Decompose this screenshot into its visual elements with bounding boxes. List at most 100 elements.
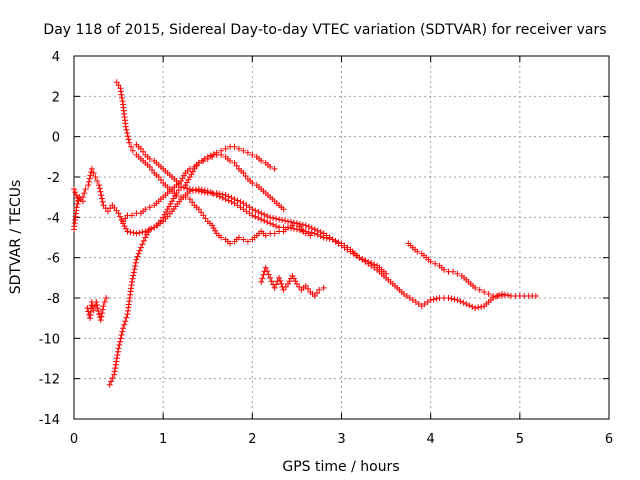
- data-point: [146, 155, 153, 162]
- data-point: [287, 225, 294, 232]
- data-point: [231, 143, 238, 150]
- y-axis-label: SDTVAR / TECUs: [8, 180, 24, 295]
- data-point: [183, 185, 190, 192]
- data-point: [293, 220, 300, 227]
- data-point: [142, 206, 149, 213]
- data-point: [207, 152, 214, 159]
- data-point: [108, 378, 115, 385]
- data-point: [270, 221, 277, 228]
- data-point: [432, 260, 439, 267]
- data-point: [235, 234, 242, 241]
- data-point: [173, 178, 180, 185]
- data-point: [258, 157, 265, 164]
- data-point: [414, 248, 421, 255]
- data-point: [139, 241, 146, 248]
- data-point: [133, 230, 140, 237]
- data-point: [311, 292, 318, 299]
- data-point: [207, 189, 214, 196]
- data-point: [142, 234, 149, 241]
- data-point: [279, 217, 286, 224]
- data-point: [231, 159, 238, 166]
- data-point: [261, 217, 268, 224]
- data-point: [317, 229, 324, 236]
- data-point: [271, 165, 278, 172]
- data-point: [228, 194, 235, 201]
- data-point: [313, 289, 320, 296]
- data-point: [140, 237, 147, 244]
- data-point: [95, 308, 102, 315]
- data-point: [117, 88, 124, 95]
- data-point: [145, 229, 152, 236]
- data-point: [128, 143, 135, 150]
- x-tick-label: 5: [516, 432, 524, 447]
- data-point: [73, 204, 80, 211]
- data-point: [258, 210, 265, 217]
- data-point: [285, 280, 291, 287]
- data-point: [218, 151, 225, 158]
- data-point: [198, 209, 205, 216]
- data-point: [124, 228, 131, 235]
- data-point: [143, 231, 150, 238]
- data-point: [124, 133, 131, 140]
- data-point: [99, 198, 106, 205]
- data-point: [231, 196, 238, 203]
- y-tick-label: 4: [52, 50, 60, 65]
- y-tick-label: -6: [47, 252, 60, 267]
- data-point: [293, 280, 300, 287]
- data-point: [201, 189, 208, 196]
- data-point: [81, 190, 88, 197]
- y-tick-label: -4: [47, 211, 60, 226]
- data-point: [119, 328, 126, 335]
- data-point: [179, 175, 186, 182]
- x-tick-label: 1: [159, 432, 167, 447]
- data-point: [182, 182, 189, 189]
- y-tick-label: -14: [39, 413, 60, 428]
- data-point: [117, 213, 124, 220]
- data-point: [112, 361, 119, 368]
- data-point: [258, 278, 265, 285]
- data-point: [98, 313, 105, 320]
- data-point: [255, 215, 262, 222]
- data-point: [85, 178, 92, 185]
- data-point: [113, 79, 120, 86]
- data-point: [186, 174, 193, 180]
- data-point: [273, 223, 280, 230]
- data-point: [365, 258, 372, 265]
- data-point: [186, 186, 193, 193]
- data-point: [463, 301, 470, 308]
- data-point: [296, 221, 303, 228]
- data-point: [120, 218, 127, 225]
- data-point: [252, 207, 259, 214]
- data-point: [219, 191, 226, 198]
- data-point: [125, 136, 132, 143]
- data-point: [94, 305, 101, 312]
- data-point: [186, 196, 193, 203]
- data-point: [73, 192, 80, 199]
- data-point: [167, 200, 174, 207]
- x-axis-label: GPS time / hours: [282, 459, 399, 475]
- data-point: [362, 257, 369, 264]
- data-point: [290, 225, 297, 232]
- data-point: [242, 172, 249, 179]
- data-point: [103, 295, 110, 301]
- data-point: [504, 292, 511, 299]
- data-point: [132, 263, 139, 270]
- data-point: [122, 318, 129, 325]
- data-point: [122, 215, 129, 222]
- data-point: [290, 219, 297, 226]
- data-point: [169, 198, 176, 205]
- data-point: [166, 203, 173, 210]
- data-point: [296, 283, 303, 290]
- data-point: [130, 272, 137, 279]
- data-point: [178, 184, 184, 191]
- chart-title: Day 118 of 2015, Sidereal Day-to-day VTE…: [43, 22, 606, 38]
- data-point: [472, 305, 479, 312]
- x-tick-label: 0: [70, 432, 78, 447]
- data-point: [314, 227, 321, 234]
- data-point: [475, 304, 482, 311]
- data-point: [273, 215, 280, 222]
- data-point: [469, 303, 476, 310]
- data-point: [240, 236, 247, 243]
- data-point: [264, 268, 271, 275]
- data-point: [265, 271, 272, 278]
